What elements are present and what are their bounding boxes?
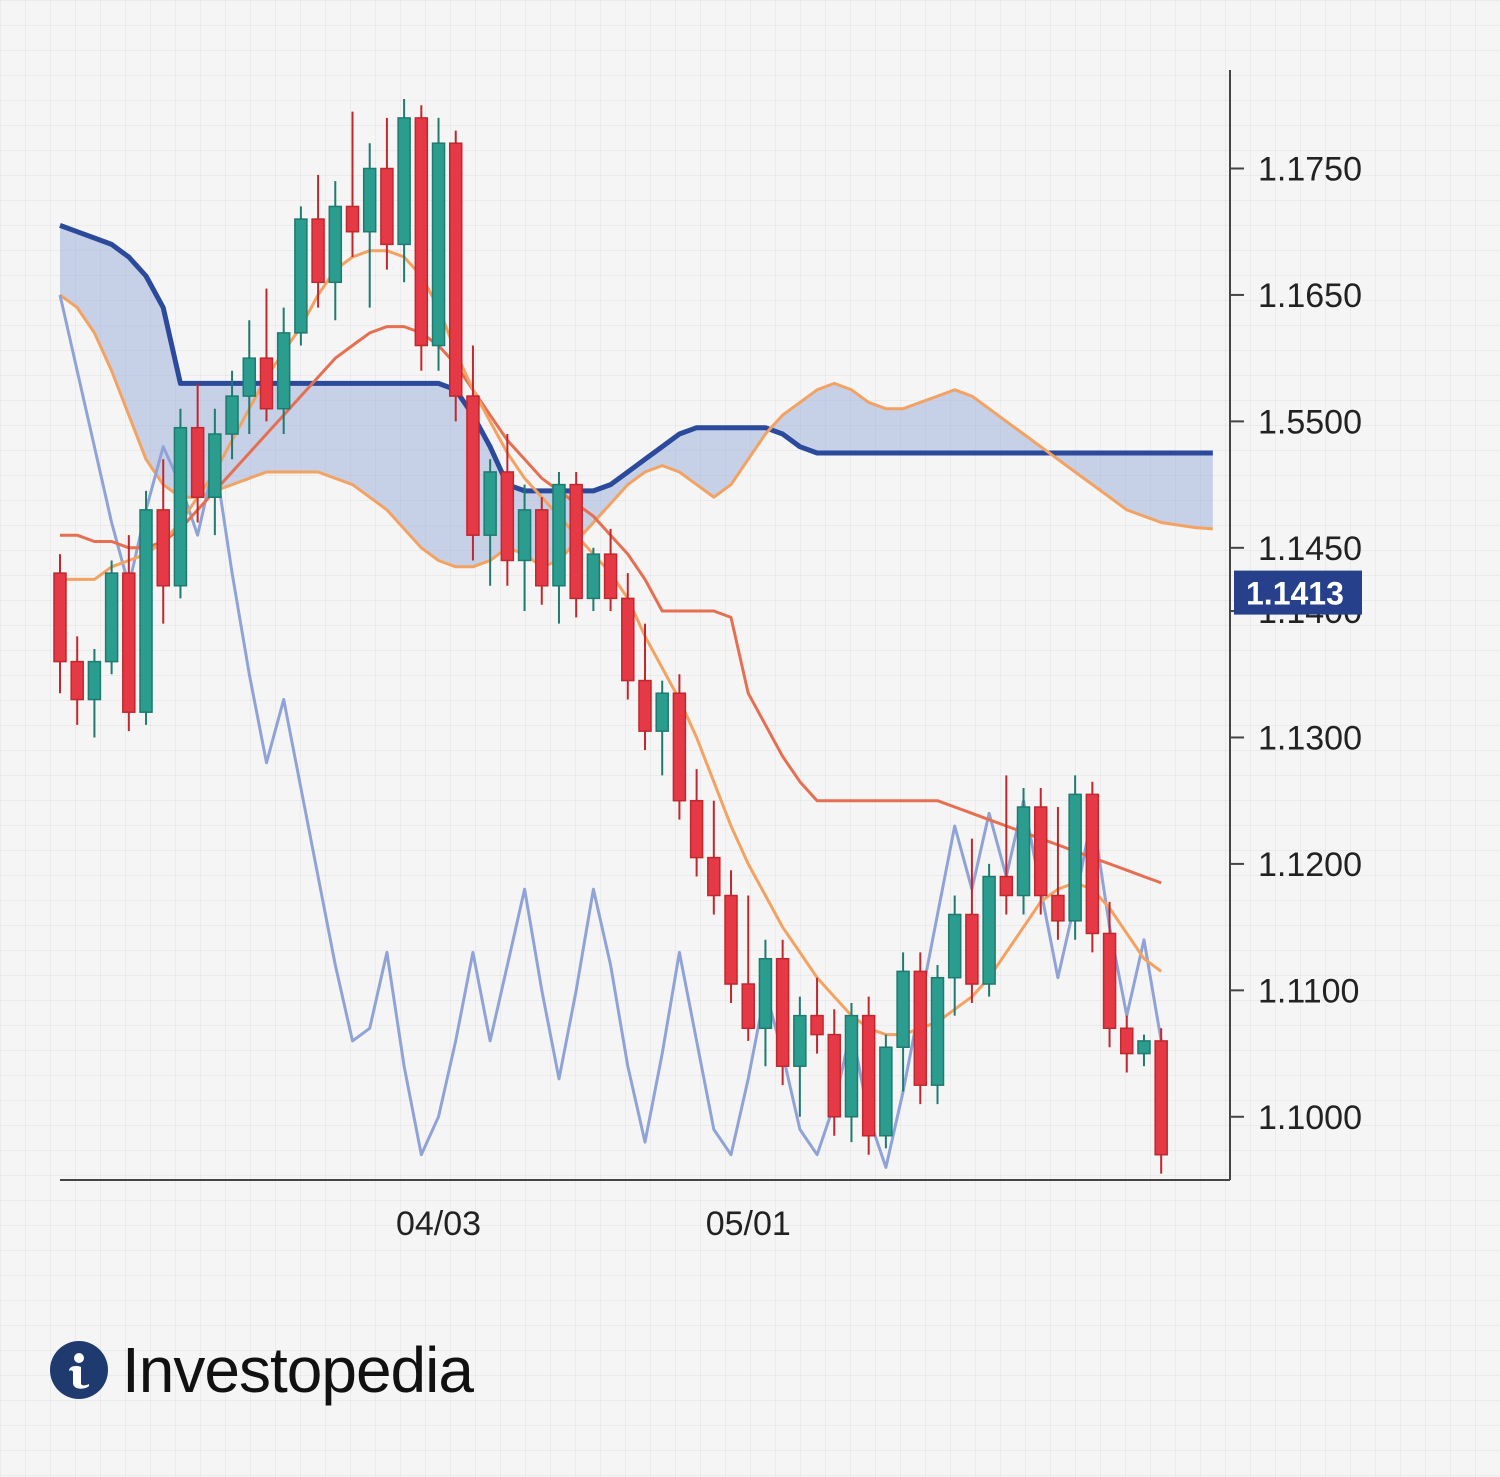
candle-up [295, 219, 307, 333]
candle-down [811, 1016, 823, 1035]
candle-down [467, 396, 479, 535]
candle-up [433, 143, 445, 345]
candle-up [983, 877, 995, 984]
candle-down [691, 801, 703, 858]
brand-name: Investopedia [122, 1333, 473, 1407]
candle-down [192, 428, 204, 498]
candle-down [157, 510, 169, 586]
x-tick-label: 05/01 [706, 1205, 791, 1243]
candle-up [140, 510, 152, 712]
page: 1.17501.16501.55001.14501.14001.13001.12… [0, 0, 1500, 1477]
candle-up [484, 472, 496, 535]
candle-down [914, 971, 926, 1085]
candle-down [1086, 794, 1098, 933]
candle-down [777, 959, 789, 1066]
candle-down [347, 206, 359, 231]
candle-down [622, 598, 634, 680]
candle-up [398, 118, 410, 244]
tenkan-line [60, 251, 1161, 1035]
candle-down [71, 662, 83, 700]
candle-down [312, 219, 324, 282]
candle-up [329, 206, 341, 282]
candle-up [174, 428, 186, 586]
candle-up [587, 554, 599, 598]
svg-text:1.1413: 1.1413 [1246, 576, 1344, 612]
candle-down [381, 169, 393, 245]
candle-down [863, 1016, 875, 1136]
candle-down [536, 510, 548, 586]
candle-up [880, 1047, 892, 1136]
candle-up [519, 510, 531, 561]
candle-up [1138, 1041, 1150, 1054]
candle-up [553, 485, 565, 586]
candle-up [243, 358, 255, 396]
candle-up [759, 959, 771, 1029]
y-tick-label: 1.1200 [1258, 846, 1362, 884]
y-tick-label: 1.1300 [1258, 719, 1362, 757]
candle-down [708, 858, 720, 896]
candle-down [450, 143, 462, 396]
candle-down [1052, 896, 1064, 921]
candle-down [1104, 933, 1116, 1028]
candle-down [1121, 1028, 1133, 1053]
x-tick-label: 04/03 [396, 1205, 481, 1243]
candle-up [794, 1016, 806, 1067]
candle-down [605, 554, 617, 598]
candle-down [673, 693, 685, 800]
candle-down [639, 681, 651, 732]
candle-down [742, 984, 754, 1028]
candle-down [570, 485, 582, 599]
current-price-tag: 1.1413 [1234, 571, 1362, 615]
y-tick-label: 1.1100 [1258, 972, 1359, 1010]
candle-up [278, 333, 290, 409]
candle-down [725, 896, 737, 985]
brand-logo: Investopedia [50, 1333, 473, 1407]
candle-down [1155, 1041, 1167, 1155]
candle-down [966, 914, 978, 984]
candle-down [260, 358, 272, 409]
brand-i-icon [59, 1350, 99, 1390]
ichimoku-candlestick-chart: 1.17501.16501.55001.14501.14001.13001.12… [0, 0, 1500, 1477]
brand-logo-mark [50, 1341, 108, 1399]
candle-up [209, 434, 221, 497]
y-tick-label: 1.1000 [1258, 1099, 1362, 1137]
candle-down [828, 1035, 840, 1117]
candle-down [1000, 877, 1012, 896]
y-tick-label: 1.1750 [1258, 151, 1362, 189]
candle-up [88, 662, 100, 700]
candle-down [501, 472, 513, 561]
candle-up [364, 169, 376, 232]
candle-up [949, 914, 961, 977]
candle-down [415, 118, 427, 346]
candle-down [1035, 807, 1047, 896]
candle-up [932, 978, 944, 1085]
candle-up [106, 573, 118, 662]
candle-up [226, 396, 238, 434]
candle-up [1069, 794, 1081, 920]
candle-up [1018, 807, 1030, 896]
candle-up [897, 971, 909, 1047]
y-tick-label: 1.1450 [1258, 530, 1362, 568]
y-tick-label: 1.1650 [1258, 277, 1362, 315]
candle-up [656, 693, 668, 731]
y-tick-label: 1.5500 [1258, 403, 1362, 441]
candle-up [845, 1016, 857, 1117]
candle-down [54, 573, 66, 662]
candle-down [123, 573, 135, 712]
